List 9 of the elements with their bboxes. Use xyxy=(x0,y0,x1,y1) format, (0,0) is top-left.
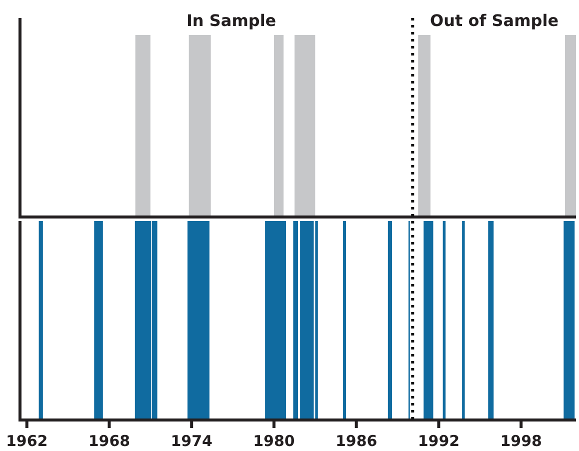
x-tick-label: 1998 xyxy=(500,432,542,450)
text: Out of Sample xyxy=(430,11,559,30)
text: In Sample xyxy=(186,11,276,30)
x-tick-label: 1980 xyxy=(253,432,295,450)
x-tick-label: 1992 xyxy=(418,432,460,450)
x-tick-label: 1986 xyxy=(335,432,378,450)
x-tick-label: 1968 xyxy=(88,432,130,450)
x-tick-label: 1962 xyxy=(6,432,48,450)
x-tick-label: 1974 xyxy=(170,432,212,450)
